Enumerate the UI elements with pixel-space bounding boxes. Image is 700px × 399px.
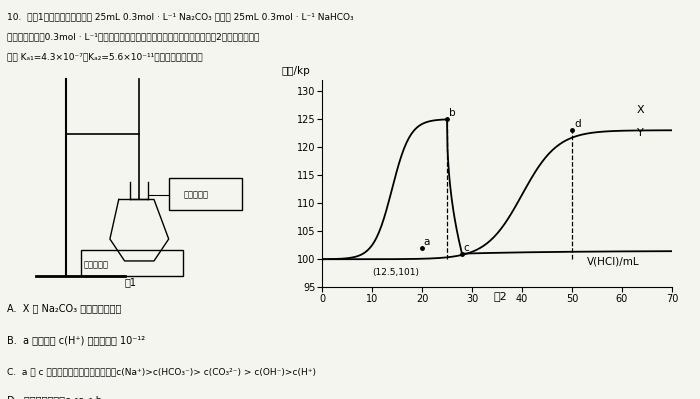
- Text: 压强/kp: 压强/kp: [282, 66, 311, 76]
- Text: 压强传感器: 压强传感器: [183, 190, 209, 200]
- Bar: [80, 250, 183, 276]
- Text: Y: Y: [637, 128, 644, 138]
- Text: 碳酸 Kₐ₁=4.3×10⁻⁷；Kₐ₂=5.6×10⁻¹¹。下列说法正确的是: 碳酸 Kₐ₁=4.3×10⁻⁷；Kₐ₂=5.6×10⁻¹¹。下列说法正确的是: [7, 52, 202, 61]
- Text: C.  a 到 c 点之间的离子浓度大小关系：c(Na⁺)>c(HCO₃⁻)> c(CO₃²⁻) > c(OH⁻)>c(H⁺): C. a 到 c 点之间的离子浓度大小关系：c(Na⁺)>c(HCO₃⁻)> c…: [7, 367, 316, 376]
- Text: V(HCl)/mL: V(HCl)/mL: [587, 257, 640, 267]
- Text: 磁力搅拌器: 磁力搅拌器: [83, 261, 108, 270]
- Text: X: X: [637, 105, 645, 115]
- Text: D.  水的电离程度：c<a< b: D. 水的电离程度：c<a< b: [7, 395, 102, 399]
- Text: 10.  如图1装置，常温下分别向 25mL 0.3mol · L⁻¹ Na₂CO₃ 溶液和 25mL 0.3mol · L⁻¹ NaHCO₃: 10. 如图1装置，常温下分别向 25mL 0.3mol · L⁻¹ Na₂CO…: [7, 12, 354, 21]
- Bar: [169, 178, 242, 211]
- Text: a: a: [424, 237, 430, 247]
- Text: A.  X 为 Na₂CO₃ 溶液的反应曲线: A. X 为 Na₂CO₃ 溶液的反应曲线: [7, 303, 121, 313]
- Text: d: d: [575, 119, 581, 129]
- Text: 图2: 图2: [494, 291, 508, 301]
- Text: c: c: [463, 243, 469, 253]
- Text: b: b: [449, 108, 455, 118]
- Text: (12.5,101): (12.5,101): [372, 268, 419, 277]
- Text: B.  a 点溶液中 c(H⁺) 的数量级为 10⁻¹²: B. a 点溶液中 c(H⁺) 的数量级为 10⁻¹²: [7, 335, 145, 345]
- Text: 图1: 图1: [125, 277, 136, 287]
- Text: 溶液中缓慢通入0.3mol · L⁻¹的稀盐酸，关注压强随盐酸体积的变化（结果如图2所示），已知：: 溶液中缓慢通入0.3mol · L⁻¹的稀盐酸，关注压强随盐酸体积的变化（结果如…: [7, 32, 260, 41]
